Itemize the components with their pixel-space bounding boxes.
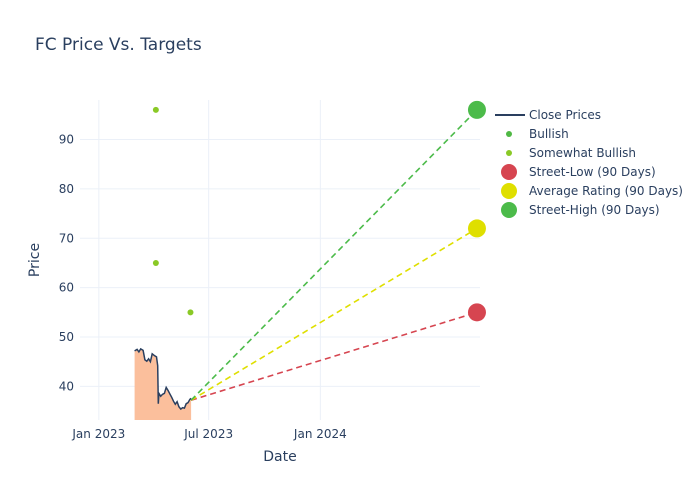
legend-item[interactable]: Bullish [506,127,569,141]
chart-title: FC Price Vs. Targets [35,35,202,55]
x-tick-label: Jul 2023 [183,427,233,441]
y-tick-label: 70 [59,231,74,245]
target-line [190,109,478,401]
x-tick-label: Jan 2023 [71,427,125,441]
legend-label: Close Prices [529,108,601,122]
legend-dot-swatch [506,150,512,156]
rating-marker [187,309,194,316]
y-tick-label: 90 [59,133,74,147]
y-tick-label: 50 [59,330,74,344]
legend-label: Street-High (90 Days) [529,203,660,217]
target-marker [467,303,486,322]
x-tick-label: Jan 2024 [293,427,347,441]
legend-circle-swatch [501,164,517,180]
price-area [134,348,192,420]
y-tick-label: 40 [59,379,74,393]
target-lines [190,100,486,402]
target-marker [467,219,486,238]
target-line [190,227,478,401]
rating-marker [152,106,159,113]
legend-label: Average Rating (90 Days) [529,184,683,198]
grid-lines [80,100,480,420]
axis-ticks: 40 50 60 70 80 90 Jan 2023 Jul 2023 Jan 2024 [59,133,347,441]
price-line [134,347,192,411]
legend-circle-swatch [501,183,517,199]
y-tick-label: 60 [59,281,74,295]
legend-circle-swatch [501,202,517,218]
legend[interactable]: Close Prices Bullish Somewhat Bullish Stree… [495,108,683,218]
legend-dot-swatch [506,131,512,137]
legend-item[interactable]: Street-High (90 Days) [501,202,660,218]
legend-item[interactable]: Street-Low (90 Days) [501,164,656,180]
legend-label: Somewhat Bullish [529,146,636,160]
x-axis-title: Date [263,449,296,465]
price-area-fill [134,348,192,420]
y-tick-label: 80 [59,182,74,196]
rating-markers [152,106,194,316]
legend-item[interactable]: Close Prices [495,108,601,122]
legend-label: Bullish [529,127,569,141]
legend-item[interactable]: Somewhat Bullish [506,146,636,160]
target-marker [467,100,486,119]
close-price-line [134,347,192,411]
rating-marker [152,259,159,266]
legend-label: Street-Low (90 Days) [529,165,656,179]
legend-item[interactable]: Average Rating (90 Days) [501,183,683,199]
y-axis-title: Price [27,243,43,277]
